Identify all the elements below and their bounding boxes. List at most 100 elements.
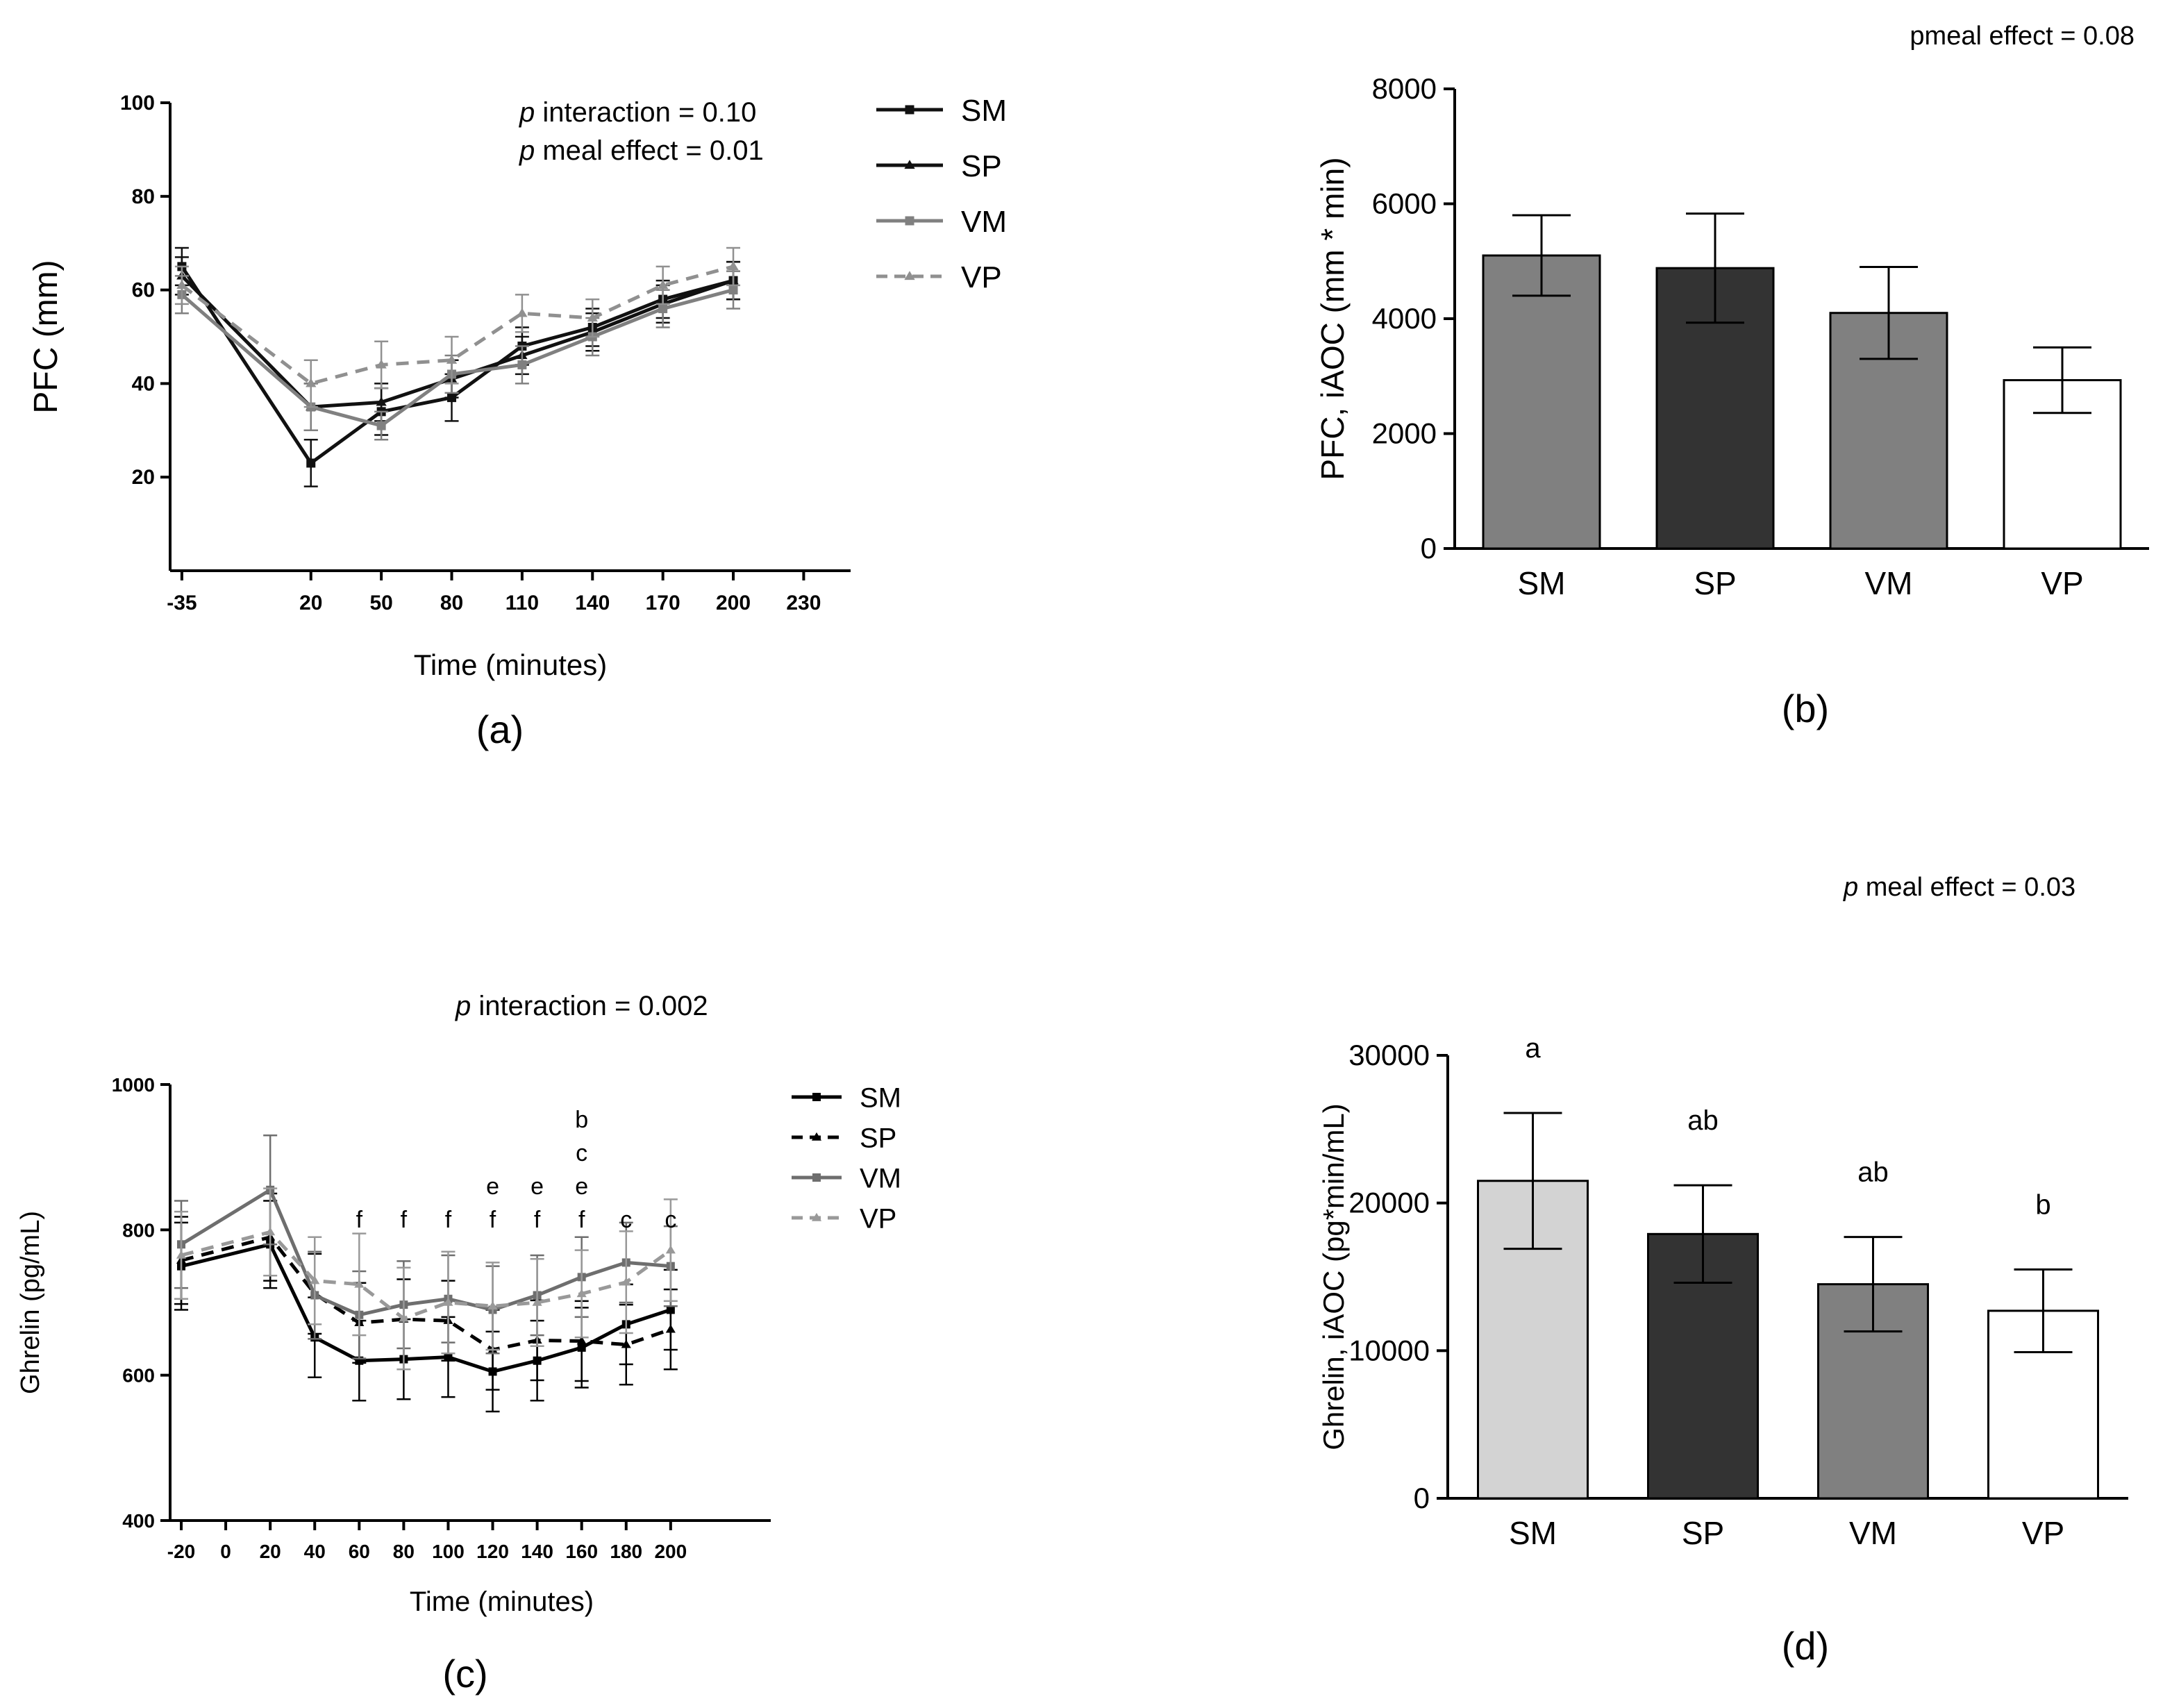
panel-d-bar-chart: 0 10000 20000 30000 SM a SP ab VM ab VP b Ghrelin, i…	[1317, 873, 2128, 1668]
y-tick-label: 40	[132, 372, 155, 395]
data-point	[176, 280, 187, 290]
bar-significance-label: a	[1525, 1033, 1541, 1064]
series-vp	[174, 1187, 678, 1371]
x-tick-label: 200	[654, 1541, 687, 1562]
bar-group-vm: VM ab	[1817, 1157, 1929, 1551]
y-tick-label: 100	[120, 92, 155, 115]
data-point	[532, 1297, 542, 1306]
y-tick-label: 0	[1421, 532, 1437, 564]
data-point	[306, 378, 317, 387]
data-point	[399, 1313, 409, 1322]
y-axis-label: Ghrelin, iAOC (pg*min/mL)	[1317, 1103, 1350, 1450]
x-tick-label: SP	[1694, 565, 1736, 601]
x-tick-label: VM	[1865, 565, 1913, 601]
series-line-sp	[181, 274, 734, 409]
data-point	[354, 1279, 365, 1288]
legend-label-sp: SP	[961, 149, 1002, 183]
series-line-sp	[181, 1234, 671, 1352]
x-tick-label: 20	[260, 1541, 281, 1562]
significance-letter: c	[665, 1207, 676, 1233]
significance-letter: e	[531, 1173, 544, 1200]
y-tick-label: 30000	[1348, 1039, 1430, 1071]
y-tick-label: 20	[132, 466, 155, 489]
data-point	[487, 1301, 498, 1309]
data-point	[728, 261, 739, 271]
data-point	[621, 1339, 631, 1348]
significance-letter: c	[576, 1140, 587, 1166]
bar-group-sp: SP ab	[1647, 1105, 1759, 1551]
x-tick-label: 80	[440, 592, 463, 614]
data-point	[576, 1289, 587, 1298]
y-tick-label: 60	[132, 279, 155, 302]
significance-letter: f	[356, 1207, 363, 1233]
y-tick-label: 10000	[1348, 1334, 1430, 1366]
legend-marker	[812, 1093, 821, 1101]
legend-label-vp: VP	[961, 260, 1002, 294]
series-line-vp	[181, 1230, 672, 1321]
x-tick-label: SM	[1509, 1515, 1557, 1551]
x-tick-label: 110	[506, 592, 539, 614]
data-point	[665, 1245, 676, 1254]
y-tick-label: 20000	[1348, 1187, 1430, 1219]
x-tick-label: VP	[2022, 1515, 2064, 1551]
x-tick-label: 60	[349, 1541, 370, 1562]
bar-significance-label: b	[2035, 1189, 2050, 1220]
panel-label: (c)	[442, 1652, 487, 1696]
x-axis-label: Time (minutes)	[410, 1586, 594, 1617]
y-tick-label: 400	[122, 1510, 155, 1532]
y-tick-label: 1000	[112, 1074, 155, 1096]
y-tick-label: 0	[1414, 1482, 1430, 1514]
legend-label-vm: VM	[961, 205, 1007, 239]
x-tick-label: SP	[1682, 1515, 1724, 1551]
series-line-vp	[181, 265, 734, 386]
data-point	[376, 396, 387, 406]
bar-group-sm: SM a	[1477, 1033, 1589, 1551]
y-tick-label: 4000	[1372, 302, 1437, 335]
data-point	[376, 421, 386, 430]
x-tick-label: VM	[1849, 1515, 1897, 1551]
annotation-p-interaction: p interaction = 0.002	[455, 991, 708, 1021]
y-tick-label: 2000	[1372, 417, 1437, 450]
significance-letter: f	[534, 1207, 541, 1233]
x-tick-label: 40	[304, 1541, 326, 1562]
significance-letter: b	[575, 1107, 588, 1133]
bar-group-vp: VP	[2003, 346, 2122, 601]
legend-label-sm: SM	[860, 1082, 901, 1113]
series-line-vm	[181, 288, 734, 428]
legend-label-vm: VM	[860, 1163, 901, 1194]
annotation-p-meal-effect: p meal effect = 0.03	[1843, 873, 2075, 902]
y-tick-label: 800	[122, 1219, 155, 1241]
x-tick-label: 50	[369, 592, 392, 614]
significance-letter: f	[578, 1207, 585, 1233]
data-point	[446, 354, 458, 364]
data-point	[176, 1250, 187, 1259]
x-tick-label: -20	[167, 1541, 195, 1562]
significance-letter: e	[486, 1173, 499, 1200]
x-tick-label: 80	[393, 1541, 415, 1562]
significance-letter: f	[445, 1207, 452, 1233]
y-tick-label: 6000	[1372, 187, 1437, 220]
legend-marker	[811, 1132, 822, 1141]
panel-b-bar-chart: 0 2000 4000 6000 8000 SM SP VM VP PFC, iAOC (mm *…	[1314, 22, 2149, 730]
legend-marker	[905, 105, 914, 115]
data-point	[658, 304, 668, 314]
bar-group-sm: SM	[1482, 214, 1601, 601]
bar-significance-label: ab	[1687, 1105, 1719, 1136]
panel-c-line-chart: 400 600 800 1000 -20 0 20 40 60 80 100 120 140 160 180…	[16, 991, 901, 1696]
bar-group-sp: SP	[1655, 212, 1775, 601]
data-point	[517, 360, 527, 369]
significance-letter: f	[401, 1207, 408, 1233]
data-point	[265, 1227, 276, 1236]
legend-marker	[812, 1173, 821, 1182]
x-tick-label: 180	[610, 1541, 642, 1562]
x-tick-label: -35	[167, 592, 197, 614]
annotation-p-meal-effect: p meal effect = 0.01	[519, 135, 764, 166]
legend-marker	[904, 271, 915, 281]
data-point	[306, 458, 316, 468]
series-line-sm	[180, 265, 734, 466]
x-tick-label: 100	[432, 1541, 465, 1562]
bar-sm	[1482, 254, 1601, 550]
bar-group-vm: VM	[1829, 266, 1948, 601]
y-tick-label: 8000	[1372, 72, 1437, 105]
